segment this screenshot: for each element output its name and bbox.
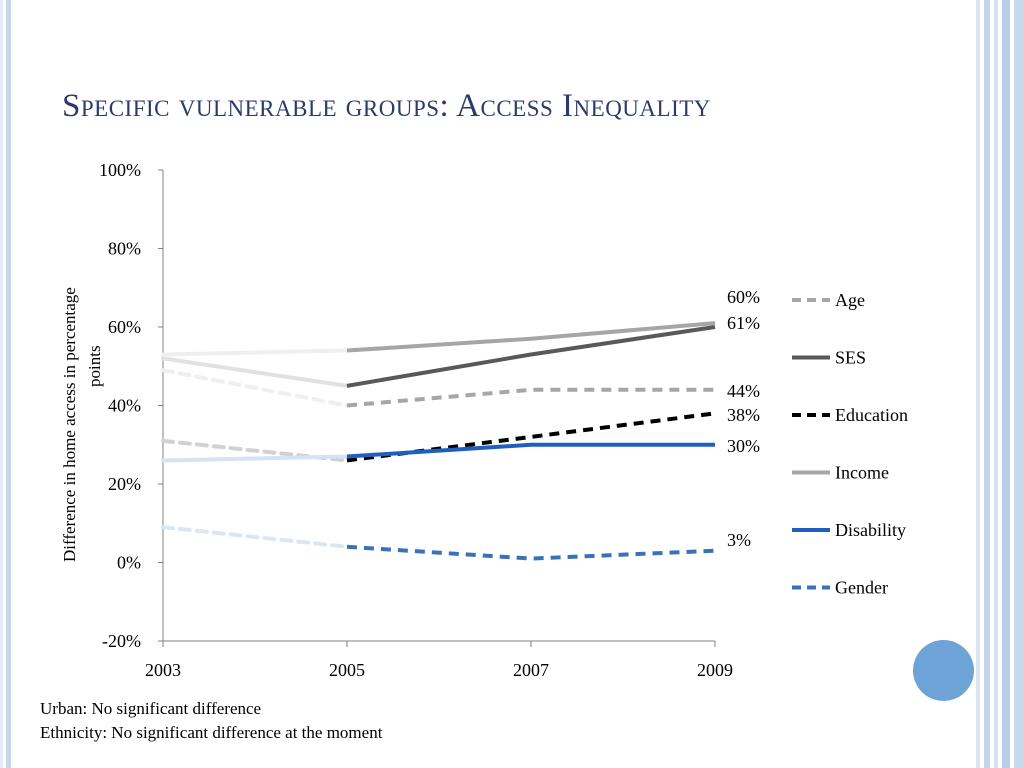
note-ethnicity: Ethnicity: No significant difference at …	[40, 723, 383, 742]
x-tick-label: 2009	[697, 660, 733, 680]
y-tick-label: 40%	[108, 396, 141, 416]
legend-label-disability: Disability	[835, 520, 906, 540]
y-tick-label: 0%	[117, 553, 141, 573]
series-income-faded-segment	[161, 348, 349, 357]
slide-title: Specific vulnerable groups: Access Inequ…	[62, 88, 711, 124]
y-tick-label: -20%	[102, 631, 141, 651]
legend-label-age: Age	[835, 290, 865, 310]
x-tick-label: 2005	[329, 660, 365, 680]
series-gender-line	[346, 544, 716, 561]
data-label: 38%	[727, 405, 760, 425]
series-age-line	[346, 387, 715, 408]
series-ses-faded-segment	[161, 356, 349, 388]
legend-label-income: Income	[835, 463, 889, 483]
legend-label-ses: SES	[835, 348, 866, 368]
data-label: 44%	[727, 381, 760, 401]
series-age-faded-segment	[161, 368, 349, 408]
decorative-circle	[913, 640, 974, 701]
y-tick-label: 80%	[108, 239, 141, 259]
data-label: 3%	[727, 530, 751, 550]
series-education-line	[346, 411, 716, 463]
legend-label-gender: Gender	[835, 578, 888, 598]
x-tick-label: 2007	[513, 660, 549, 680]
y-tick-label: 60%	[108, 317, 141, 337]
x-tick-label: 2003	[145, 660, 181, 680]
data-label: 60%	[727, 287, 760, 307]
left-edge-bar	[6, 0, 11, 768]
series-disability-line	[346, 442, 715, 459]
series-income-line	[346, 321, 716, 353]
y-axis-title: Difference in home access in percentage p…	[60, 287, 104, 562]
note-urban: Urban: No significant difference	[40, 699, 262, 718]
y-tick-label: 100%	[99, 160, 141, 180]
data-label: 61%	[727, 313, 760, 333]
legend-label-education: Education	[835, 405, 908, 425]
y-tick-label: 20%	[108, 474, 141, 494]
series-disability-faded-segment	[161, 454, 349, 463]
data-label: 30%	[727, 436, 760, 456]
series-gender-faded-segment	[161, 525, 349, 549]
left-edge-bar-light	[0, 0, 3, 768]
series-ses-line	[346, 325, 716, 388]
right-edge-decoration	[976, 0, 1024, 768]
